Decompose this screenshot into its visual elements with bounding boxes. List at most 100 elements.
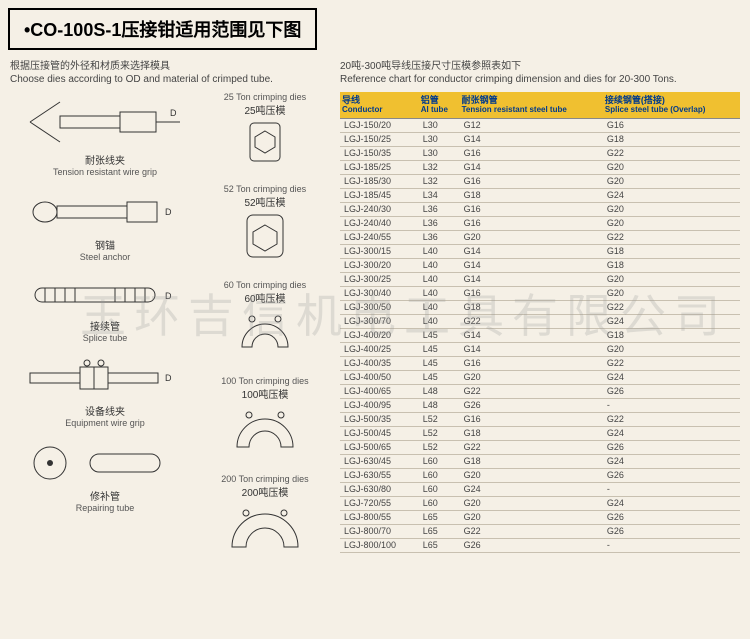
table-cell: LGJ-500/45 [340, 426, 419, 440]
table-cell: G22 [603, 230, 740, 244]
table-cell: LGJ-300/25 [340, 272, 419, 286]
table-cell: G18 [603, 328, 740, 342]
table-cell: G22 [460, 524, 603, 538]
table-cell: - [603, 538, 740, 552]
table-cell: G20 [460, 370, 603, 384]
left-heading-en: Choose dies according to OD and material… [10, 74, 273, 85]
die-cn-2: 60吨压模 [200, 290, 330, 305]
table-cell: G24 [603, 188, 740, 202]
table-row: LGJ-720/55L60G20G24 [340, 496, 740, 510]
table-cell: G14 [460, 244, 603, 258]
table-cell: G22 [603, 146, 740, 160]
table-cell: G14 [460, 132, 603, 146]
diagram-splice-tube: D 接续管 Splice tube [10, 272, 200, 343]
table-row: LGJ-300/20L40G14G18 [340, 258, 740, 272]
die-25t-icon [235, 117, 295, 167]
table-cell: G16 [460, 412, 603, 426]
table-cell: L45 [419, 328, 460, 342]
table-row: LGJ-630/80L60G24- [340, 482, 740, 496]
table-cell: G20 [460, 496, 603, 510]
table-cell: G16 [460, 174, 603, 188]
right-column: 20吨-300吨导线压接尺寸压模参照表如下 Reference chart fo… [340, 60, 740, 574]
die-cn-1: 52吨压模 [200, 194, 330, 209]
svg-text:D: D [165, 373, 172, 383]
table-cell: G22 [603, 356, 740, 370]
table-cell: L65 [419, 524, 460, 538]
table-row: LGJ-630/45L60G18G24 [340, 454, 740, 468]
table-row: LGJ-500/35L52G16G22 [340, 412, 740, 426]
table-cell: G20 [460, 510, 603, 524]
table-row: LGJ-400/50L45G20G24 [340, 370, 740, 384]
diagram-steel-anchor: D 钢锚 Steel anchor [10, 187, 200, 262]
table-head: 导线 Conductor 铝管 Al tube 耐张钢管 Tension res… [340, 92, 740, 118]
table-row: LGJ-300/70L40G22G24 [340, 314, 740, 328]
col-en-3: Splice steel tube (Overlap) [605, 105, 738, 114]
left-column: 根据压接管的外径和材质来选择模具 Choose dies according t… [10, 60, 340, 574]
table-row: LGJ-400/25L45G14G20 [340, 342, 740, 356]
table-row: LGJ-800/100L65G26- [340, 538, 740, 552]
table-cell: G24 [460, 482, 603, 496]
right-heading: 20吨-300吨导线压接尺寸压模参照表如下 Reference chart fo… [340, 60, 740, 86]
col-cn-2: 耐张钢管 [462, 95, 498, 105]
table-cell: - [603, 398, 740, 412]
table-row: LGJ-800/55L65G20G26 [340, 510, 740, 524]
left-heading-cn: 根据压接管的外径和材质来选择模具 [10, 61, 170, 72]
table-cell: LGJ-400/25 [340, 342, 419, 356]
col-cn-3: 接续钢管(搭接) [605, 95, 665, 105]
table-cell: G18 [460, 454, 603, 468]
table-row: LGJ-240/30L36G16G20 [340, 202, 740, 216]
diagram-equipment-grip: D 设备线夹 Equipment wire grip [10, 353, 200, 428]
table-cell: LGJ-800/70 [340, 524, 419, 538]
table-row: LGJ-400/35L45G16G22 [340, 356, 740, 370]
table-row: LGJ-185/45L34G18G24 [340, 188, 740, 202]
tension-grip-icon: D [20, 92, 190, 152]
table-cell: L40 [419, 258, 460, 272]
table-cell: G18 [603, 258, 740, 272]
table-cell: G12 [460, 118, 603, 132]
die-200t: 200 Ton crimping dies 200吨压模 [200, 474, 330, 560]
table-cell: L60 [419, 468, 460, 482]
table-cell: L60 [419, 496, 460, 510]
table-cell: LGJ-630/45 [340, 454, 419, 468]
die-en-2: 60 Ton crimping dies [200, 280, 330, 290]
diag-label-en-4: Repairing tube [10, 503, 200, 513]
die-52t-icon [235, 209, 295, 263]
table-row: LGJ-400/95L48G26- [340, 398, 740, 412]
diag-label-en-3: Equipment wire grip [10, 418, 200, 428]
table-cell: G16 [460, 216, 603, 230]
table-cell: G22 [460, 384, 603, 398]
table-cell: L65 [419, 538, 460, 552]
table-cell: G18 [460, 188, 603, 202]
die-en-4: 200 Ton crimping dies [200, 474, 330, 484]
table-cell: G14 [460, 160, 603, 174]
diagram-tension-grip: D 耐张线夹 Tension resistant wire grip [10, 92, 200, 177]
col-header-2: 耐张钢管 Tension resistant steel tube [460, 92, 603, 118]
left-heading: 根据压接管的外径和材质来选择模具 Choose dies according t… [10, 60, 330, 86]
table-cell: LGJ-240/40 [340, 216, 419, 230]
right-heading-en: Reference chart for conductor crimping d… [340, 74, 677, 85]
col-en-1: Al tube [421, 105, 458, 114]
table-cell: L30 [419, 146, 460, 160]
die-100t-icon [227, 401, 303, 457]
table-cell: LGJ-800/100 [340, 538, 419, 552]
page-title: •CO-100S-1压接钳适用范围见下图 [24, 20, 301, 40]
die-60t: 60 Ton crimping dies 60吨压模 [200, 280, 330, 362]
diagrams-area: D 耐张线夹 Tension resistant wire grip D 钢锚 … [10, 92, 330, 574]
table-cell: G20 [603, 216, 740, 230]
steel-anchor-icon: D [20, 187, 190, 237]
table-cell: G24 [603, 426, 740, 440]
die-52t: 52 Ton crimping dies 52吨压模 [200, 184, 330, 266]
table-cell: L40 [419, 314, 460, 328]
table-cell: G22 [460, 314, 603, 328]
die-cn-0: 25吨压模 [200, 102, 330, 117]
diag-label-cn-0: 耐张线夹 [10, 152, 200, 167]
table-cell: G18 [603, 244, 740, 258]
diag-label-en-0: Tension resistant wire grip [10, 167, 200, 177]
table-cell: L45 [419, 342, 460, 356]
col-header-0: 导线 Conductor [340, 92, 419, 118]
table-cell: L60 [419, 482, 460, 496]
table-cell: LGJ-630/80 [340, 482, 419, 496]
table-cell: LGJ-300/50 [340, 300, 419, 314]
die-cn-4: 200吨压模 [200, 484, 330, 499]
table-cell: G26 [460, 398, 603, 412]
